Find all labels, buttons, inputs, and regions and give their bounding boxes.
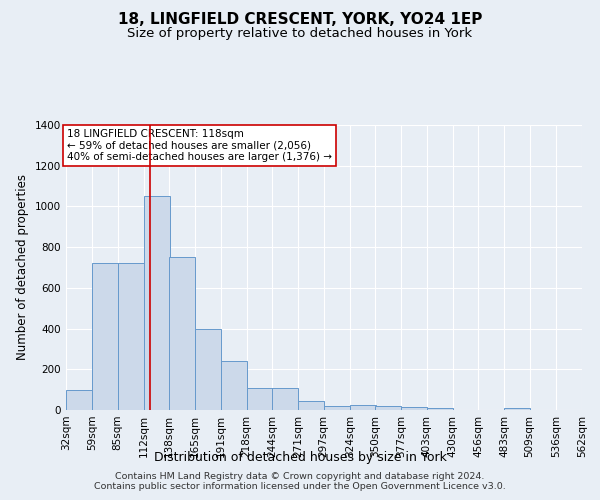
Bar [221,361,247,410]
Bar [169,258,195,410]
Bar [323,406,350,410]
Bar [247,388,273,410]
Text: Size of property relative to detached houses in York: Size of property relative to detached ho… [127,28,473,40]
Bar [298,401,325,410]
Bar [144,196,170,410]
Bar [196,328,221,410]
Bar [66,390,92,410]
Bar [272,388,298,410]
Text: Distribution of detached houses by size in York: Distribution of detached houses by size … [154,451,446,464]
Text: 18, LINGFIELD CRESCENT, YORK, YO24 1EP: 18, LINGFIELD CRESCENT, YORK, YO24 1EP [118,12,482,28]
Y-axis label: Number of detached properties: Number of detached properties [16,174,29,360]
Bar [401,407,427,410]
Bar [505,408,530,410]
Bar [92,264,118,410]
Bar [118,264,143,410]
Text: 18 LINGFIELD CRESCENT: 118sqm
← 59% of detached houses are smaller (2,056)
40% o: 18 LINGFIELD CRESCENT: 118sqm ← 59% of d… [67,129,332,162]
Bar [350,405,376,410]
Bar [375,406,401,410]
Bar [427,408,452,410]
Text: Contains HM Land Registry data © Crown copyright and database right 2024.
Contai: Contains HM Land Registry data © Crown c… [94,472,506,491]
